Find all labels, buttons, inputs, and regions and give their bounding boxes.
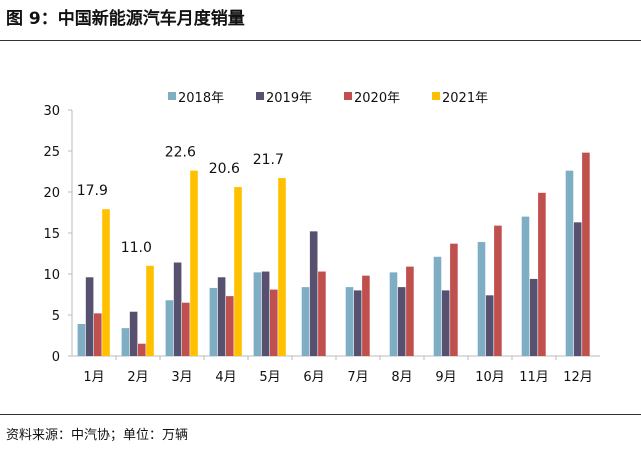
bar-2018年-5月 bbox=[253, 272, 262, 356]
data-label: 11.0 bbox=[121, 240, 152, 256]
bar-2020年-2月 bbox=[138, 343, 146, 356]
x-tick-label: 8月 bbox=[391, 370, 412, 385]
bar-2020年-3月 bbox=[182, 302, 190, 356]
figure-title: 图 9：中国新能源汽车月度销量 bbox=[6, 9, 245, 29]
bar-2019年-11月 bbox=[529, 278, 538, 356]
x-tick-label: 12月 bbox=[563, 370, 593, 385]
source-note: 资料来源：中汽协；单位：万辆 bbox=[6, 428, 189, 443]
y-tick-label: 30 bbox=[43, 104, 60, 119]
bar-2019年-12月 bbox=[573, 222, 582, 356]
bar-2020年-8月 bbox=[406, 266, 414, 356]
bar-2020年-12月 bbox=[582, 152, 590, 356]
bar-2020年-11月 bbox=[538, 192, 546, 356]
legend-label: 2018年 bbox=[178, 91, 224, 106]
bar-2019年-9月 bbox=[441, 290, 450, 356]
x-tick-label: 5月 bbox=[259, 370, 280, 385]
bar-2020年-4月 bbox=[226, 296, 234, 356]
bar-2021年-1月 bbox=[102, 209, 110, 356]
bar-2018年-6月 bbox=[301, 287, 310, 356]
bar-2018年-4月 bbox=[209, 287, 218, 356]
bar-2021年-2月 bbox=[146, 265, 154, 356]
legend-label: 2020年 bbox=[354, 91, 400, 106]
bar-2019年-6月 bbox=[309, 231, 318, 356]
y-tick-label: 0 bbox=[52, 350, 60, 365]
x-tick-label: 10月 bbox=[475, 370, 505, 385]
y-tick-label: 25 bbox=[43, 145, 60, 160]
title-divider bbox=[0, 40, 641, 41]
bar-2021年-5月 bbox=[278, 178, 286, 356]
data-label: 21.7 bbox=[253, 152, 284, 168]
bar-2019年-1月 bbox=[85, 277, 94, 356]
source-divider bbox=[0, 414, 641, 415]
bar-2018年-8月 bbox=[389, 272, 398, 356]
data-label: 17.9 bbox=[77, 183, 108, 199]
bar-2019年-3月 bbox=[173, 262, 182, 356]
bar-2020年-5月 bbox=[270, 289, 278, 356]
x-tick-label: 3月 bbox=[171, 370, 192, 385]
bar-2018年-3月 bbox=[165, 300, 174, 356]
x-tick-label: 1月 bbox=[83, 370, 104, 385]
bar-2020年-6月 bbox=[318, 271, 326, 356]
bar-2020年-9月 bbox=[450, 243, 458, 356]
x-tick-label: 9月 bbox=[435, 370, 456, 385]
bar-2020年-10月 bbox=[494, 225, 502, 356]
x-tick-label: 7月 bbox=[347, 370, 368, 385]
x-tick-label: 2月 bbox=[127, 370, 148, 385]
legend-label: 2021年 bbox=[442, 91, 488, 106]
bar-2019年-7月 bbox=[353, 290, 362, 356]
bar-2020年-1月 bbox=[94, 313, 102, 356]
bar-2018年-2月 bbox=[121, 328, 130, 356]
x-tick-label: 11月 bbox=[519, 370, 549, 385]
y-tick-label: 15 bbox=[43, 227, 60, 242]
bar-2019年-8月 bbox=[397, 287, 406, 356]
y-tick-label: 10 bbox=[43, 268, 60, 283]
bar-2018年-7月 bbox=[345, 287, 354, 356]
bar-2021年-4月 bbox=[234, 187, 242, 356]
x-tick-label: 4月 bbox=[215, 370, 236, 385]
bar-2019年-4月 bbox=[217, 277, 226, 356]
bar-2018年-11月 bbox=[521, 216, 530, 356]
bar-2018年-9月 bbox=[433, 256, 442, 356]
legend-swatch bbox=[432, 92, 440, 100]
x-tick-label: 6月 bbox=[303, 370, 324, 385]
bar-2019年-2月 bbox=[129, 311, 138, 356]
y-tick-label: 20 bbox=[43, 186, 60, 201]
legend-swatch bbox=[344, 92, 352, 100]
y-tick-label: 5 bbox=[52, 309, 60, 324]
bar-2021年-3月 bbox=[190, 170, 198, 356]
bar-2019年-10月 bbox=[485, 295, 494, 356]
legend-swatch bbox=[168, 92, 176, 100]
legend-label: 2019年 bbox=[266, 91, 312, 106]
bar-2020年-7月 bbox=[362, 275, 370, 356]
bar-2018年-10月 bbox=[477, 242, 486, 356]
bar-2018年-1月 bbox=[77, 324, 86, 356]
data-label: 20.6 bbox=[209, 161, 240, 177]
legend-swatch bbox=[256, 92, 264, 100]
data-label: 22.6 bbox=[165, 145, 196, 161]
bar-2018年-12月 bbox=[565, 170, 574, 356]
bar-2019年-5月 bbox=[261, 271, 270, 356]
